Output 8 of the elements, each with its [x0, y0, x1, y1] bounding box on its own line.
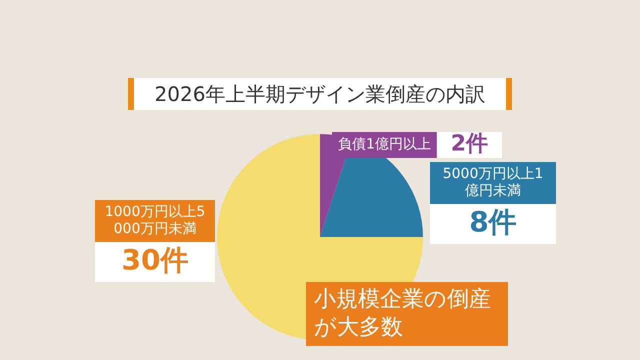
slice-label: 1000万円以上5000万円未満: [104, 204, 206, 238]
data-label: 8件: [469, 205, 517, 238]
slice-label: 5000万円以上1億円未満: [442, 166, 544, 200]
data-label: 2件: [450, 132, 488, 157]
data-label: 30件: [122, 243, 188, 276]
text: 小規模企業の倒産が大多数: [306, 282, 508, 346]
chart-title: 2026年上半期デザイン業倒産の内訳: [128, 78, 512, 110]
slice-label: 負債1億円以上: [338, 136, 431, 153]
